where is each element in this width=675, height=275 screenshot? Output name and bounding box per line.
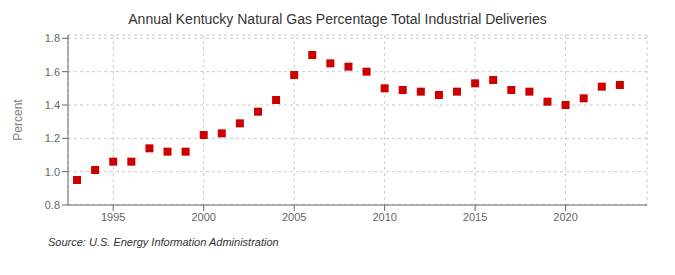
- svg-text:2010: 2010: [372, 211, 396, 223]
- svg-text:2020: 2020: [553, 211, 577, 223]
- svg-text:1.4: 1.4: [45, 99, 60, 111]
- svg-text:1.2: 1.2: [45, 132, 60, 144]
- svg-text:1.6: 1.6: [45, 66, 60, 78]
- svg-text:Percent: Percent: [11, 99, 25, 141]
- svg-text:1995: 1995: [101, 211, 125, 223]
- svg-text:2000: 2000: [191, 211, 215, 223]
- svg-text:1.8: 1.8: [45, 32, 60, 44]
- svg-text:2015: 2015: [463, 211, 487, 223]
- svg-text:0.8: 0.8: [45, 199, 60, 211]
- html-text:Source: U.S. Energy Informatio: Source: U.S. Energy Information Administ…: [48, 236, 279, 248]
- html-text:Annual Kentucky Natural Gas Pe: Annual Kentucky Natural Gas Percentage T…: [128, 11, 547, 27]
- svg-text:1.0: 1.0: [45, 166, 60, 178]
- svg-text:2005: 2005: [282, 211, 306, 223]
